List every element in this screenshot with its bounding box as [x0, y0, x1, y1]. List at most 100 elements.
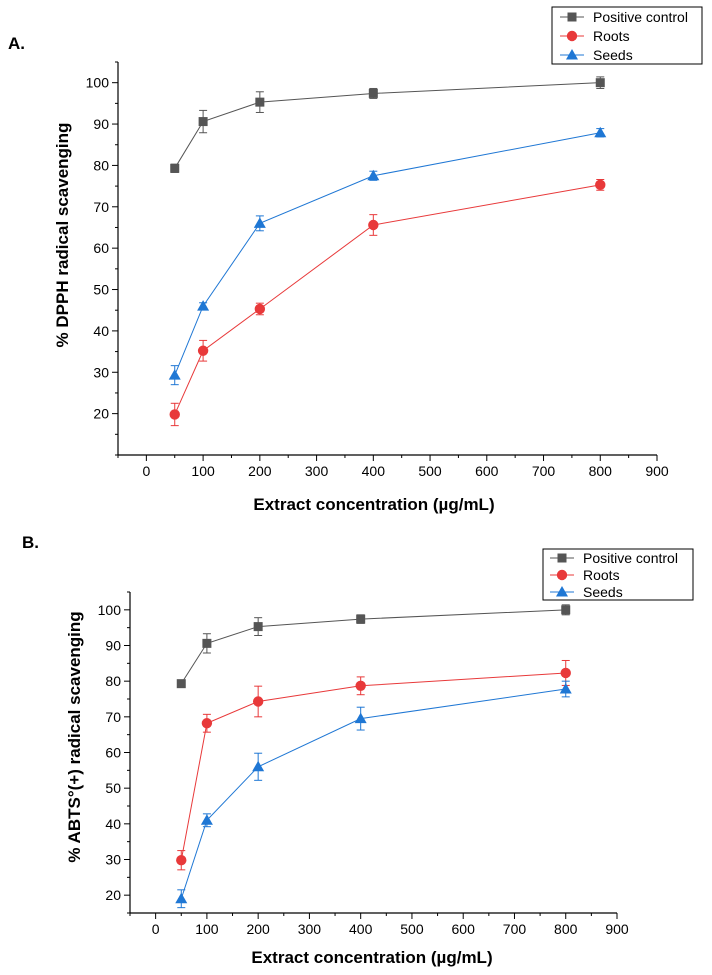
y-tick-label: 40 [93, 323, 109, 339]
data-point [255, 97, 265, 107]
legend-label: Roots [593, 28, 630, 44]
data-point [170, 163, 180, 173]
y-tick-label: 30 [105, 852, 121, 868]
x-tick-label: 100 [191, 463, 215, 479]
legend-entry-positive-control: Positive control [550, 550, 678, 566]
y-tick-label: 30 [93, 364, 109, 380]
y-tick-label: 70 [105, 709, 121, 725]
x-tick-label: 0 [152, 921, 160, 937]
data-point [368, 219, 379, 231]
legend: Positive control Roots Seeds [551, 6, 703, 65]
y-axis-label: % DPPH radical scavenging [53, 123, 72, 348]
legend-marker [566, 49, 578, 60]
legend-label: Positive control [583, 550, 678, 566]
data-point [169, 409, 180, 420]
x-tick-label: 0 [142, 463, 150, 479]
data-point [367, 169, 380, 181]
legend-label: Seeds [593, 47, 633, 63]
legend: Positive control Roots Seeds [542, 548, 694, 601]
series-seeds [175, 680, 572, 909]
series-seeds [168, 126, 607, 386]
plot-area [175, 604, 572, 909]
legend-label: Roots [583, 567, 620, 583]
x-tick-label: 600 [452, 921, 476, 937]
x-tick-label: 100 [195, 921, 219, 937]
series-line [174, 184, 601, 415]
y-tick-label: 40 [105, 816, 121, 832]
data-point [168, 369, 181, 380]
x-tick-label: 900 [605, 921, 629, 937]
x-tick-label: 200 [248, 463, 272, 479]
x-tick-label: 900 [645, 463, 669, 479]
legend-entry-seeds: Seeds [560, 47, 633, 63]
legend-marker [566, 30, 578, 42]
x-tick-label: 400 [362, 463, 386, 479]
plot-area [168, 76, 607, 427]
data-point [368, 88, 378, 98]
y-tick-label: 20 [93, 406, 109, 422]
data-point [560, 667, 571, 679]
y-tick-label: 90 [93, 116, 109, 132]
data-point [253, 217, 266, 228]
chart-panel-a: A. Extract concentration (µg/mL) % DPPH … [8, 6, 703, 514]
axes: 0 100 200 300 400 500 600 700 800 900 20 30 40 50 60 70… [86, 61, 669, 479]
series-line [180, 672, 566, 861]
data-point [559, 683, 572, 694]
series-positive-control [176, 604, 571, 689]
data-point [201, 718, 213, 729]
x-tick-label: 700 [503, 921, 527, 937]
x-tick-label: 600 [475, 463, 499, 479]
x-axis-label: Extract concentration (µg/mL) [251, 948, 492, 967]
series-positive-control [170, 76, 605, 173]
x-axis-label: Extract concentration (µg/mL) [253, 495, 494, 514]
data-point [197, 300, 210, 311]
series-line [180, 609, 566, 684]
x-tick-label: 800 [554, 921, 578, 937]
data-point [561, 605, 571, 615]
data-point [254, 303, 266, 315]
y-tick-label: 50 [93, 282, 109, 298]
data-point [200, 814, 213, 825]
y-axis-label: % ABTS°(+) radical scavenging [65, 611, 84, 862]
x-tick-label: 700 [532, 463, 556, 479]
y-tick-label: 100 [98, 602, 122, 618]
data-point [595, 78, 605, 88]
y-tick-label: 60 [105, 745, 121, 761]
legend-marker [567, 12, 577, 22]
y-tick-label: 60 [93, 240, 109, 256]
panel-label: B. [22, 533, 39, 552]
y-tick-label: 90 [105, 638, 121, 654]
legend-entry-positive-control: Positive control [560, 9, 688, 25]
panel-label: A. [8, 34, 25, 53]
chart-panel-b: B. Extract concentration (µg/mL) % ABTS°… [22, 533, 694, 967]
series-line [174, 132, 601, 376]
data-point [595, 179, 606, 191]
x-tick-label: 400 [349, 921, 373, 937]
data-point [197, 345, 209, 356]
legend-entry-roots: Roots [550, 567, 620, 583]
data-point [354, 712, 367, 724]
data-point [176, 855, 187, 866]
y-tick-label: 50 [105, 780, 121, 796]
data-point [252, 696, 264, 707]
data-point [594, 126, 607, 138]
series-roots [169, 178, 606, 427]
data-point [202, 638, 212, 648]
x-tick-label: 500 [418, 463, 442, 479]
y-tick-label: 80 [105, 673, 121, 689]
series-line [180, 688, 566, 899]
data-point [253, 622, 263, 632]
legend-marker [556, 569, 568, 581]
y-tick-label: 80 [93, 157, 109, 173]
data-point [175, 892, 188, 904]
x-tick-label: 300 [298, 921, 322, 937]
series-roots [176, 659, 571, 871]
legend-label: Seeds [583, 584, 623, 600]
series-line [174, 82, 601, 169]
y-tick-label: 100 [86, 75, 110, 91]
data-point [176, 679, 186, 689]
y-tick-label: 20 [105, 887, 121, 903]
axes: 0 100 200 300 400 500 600 700 800 900 20 30 40 50 60 70… [98, 591, 629, 937]
data-point [356, 614, 366, 624]
